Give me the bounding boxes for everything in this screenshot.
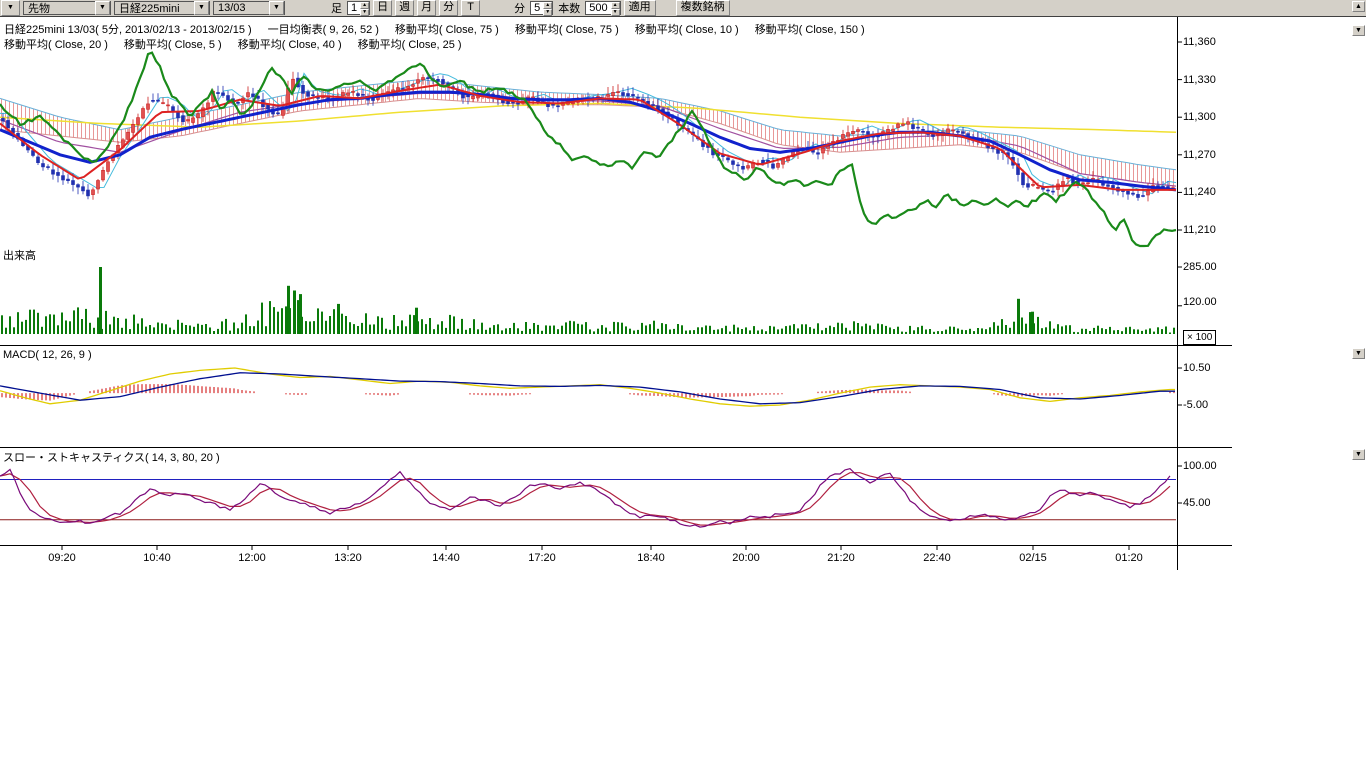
legend-ma150: 移動平均( Close, 150 ) [755, 21, 865, 37]
stoch-panel-title: スロー・ストキャスティクス( 14, 3, 80, 20 ) [3, 449, 220, 465]
trading-app-window: ▼ 先物 ▼ 日経225mini ▼ 13/03 ▼ 足 1 ▲▼ 日 週 月 … [0, 0, 1366, 768]
macd-tick-label: 10.50 [1183, 362, 1229, 374]
volume-multiplier-badge: × 100 [1183, 330, 1216, 345]
volume-panel-title: 出来高 [3, 247, 36, 263]
legend-ma75b: 移動平均( Close, 75 ) [515, 21, 619, 37]
legend-ma40: 移動平均( Close, 40 ) [238, 36, 342, 52]
indicator-legend-line2: 移動平均( Close, 20 ) 移動平均( Close, 5 ) 移動平均(… [4, 36, 462, 52]
legend-ma5: 移動平均( Close, 5 ) [124, 36, 222, 52]
stoch-panel-menu-icon[interactable]: ▼ [1352, 449, 1365, 460]
time-tick-label: 10:40 [137, 552, 177, 564]
time-tick-label: 01:20 [1109, 552, 1149, 564]
time-tick-label: 20:00 [726, 552, 766, 564]
time-tick-label: 21:20 [821, 552, 861, 564]
volume-tick-label: 285.00 [1183, 261, 1229, 273]
chart-title: 日経225mini 13/03( 5分, 2013/02/13 - 2013/0… [4, 21, 252, 37]
volume-tick-label: 120.00 [1183, 296, 1229, 308]
price-tick-label: 11,240 [1183, 186, 1229, 198]
price-tick-label: 11,270 [1183, 149, 1229, 161]
chart-canvas[interactable] [0, 0, 1366, 768]
price-tick-label: 11,330 [1183, 74, 1229, 86]
chart-svg [0, 0, 1366, 768]
legend-ma75a: 移動平均( Close, 75 ) [395, 21, 499, 37]
time-tick-label: 09:20 [42, 552, 82, 564]
macd-tick-label: -5.00 [1183, 399, 1229, 411]
price-tick-label: 11,210 [1183, 224, 1229, 236]
price-panel-menu-icon[interactable]: ▼ [1352, 25, 1365, 36]
price-tick-label: 11,300 [1183, 111, 1229, 123]
macd-panel-menu-icon[interactable]: ▼ [1352, 348, 1365, 359]
price-tick-label: 11,360 [1183, 36, 1229, 48]
legend-ma20: 移動平均( Close, 20 ) [4, 36, 108, 52]
time-tick-label: 22:40 [917, 552, 957, 564]
legend-ma10: 移動平均( Close, 10 ) [635, 21, 739, 37]
macd-panel-title: MACD( 12, 26, 9 ) [3, 349, 92, 361]
time-tick-label: 18:40 [631, 552, 671, 564]
indicator-legend-line1: 日経225mini 13/03( 5分, 2013/02/13 - 2013/0… [4, 21, 865, 37]
legend-ichimoku: 一目均衡表( 9, 26, 52 ) [268, 21, 379, 37]
stoch-tick-label: 45.00 [1183, 497, 1229, 509]
time-tick-label: 17:20 [522, 552, 562, 564]
time-tick-label: 13:20 [328, 552, 368, 564]
stoch-tick-label: 100.00 [1183, 460, 1229, 472]
time-tick-label: 12:00 [232, 552, 272, 564]
time-tick-label: 14:40 [426, 552, 466, 564]
legend-ma25: 移動平均( Close, 25 ) [358, 36, 462, 52]
time-tick-label: 02/15 [1013, 552, 1053, 564]
scroll-up-icon[interactable]: ▲ [1352, 1, 1365, 12]
